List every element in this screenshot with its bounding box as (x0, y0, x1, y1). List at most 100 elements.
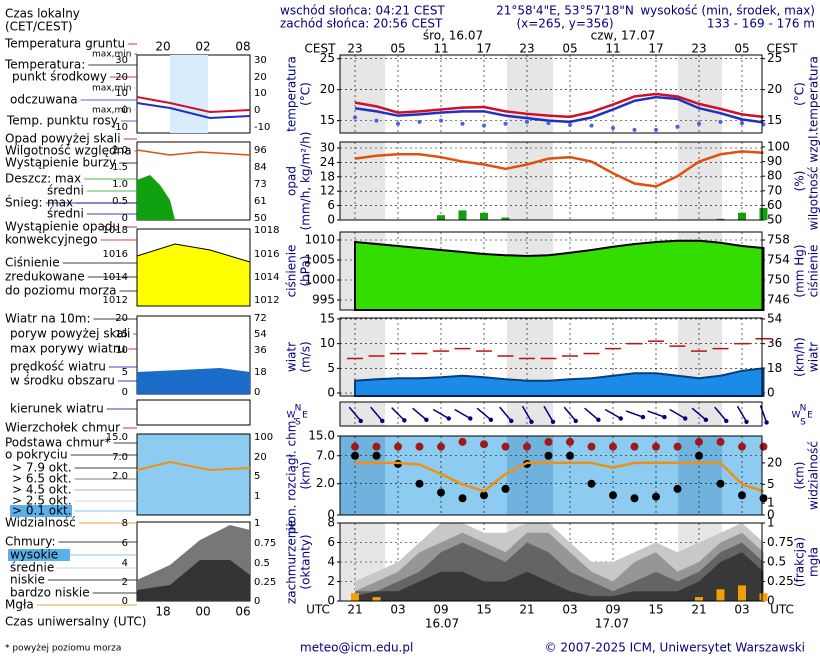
legend-text: Mgła (5, 598, 34, 612)
mini-tick-label: 1016 (103, 249, 128, 260)
series-dot (544, 451, 553, 460)
legend-text: Temperatura: (4, 58, 85, 72)
mini-tick-label: 54 (254, 329, 267, 340)
series-dot (738, 491, 746, 500)
y-axis-label: (km) (299, 461, 313, 489)
series-dot (439, 118, 443, 123)
arrow-head (662, 414, 667, 420)
series-dot (480, 440, 488, 449)
legend-text: Śnieg: (5, 195, 43, 210)
legend-bg (8, 549, 70, 561)
series-dot (740, 121, 744, 126)
mini-tick-label: 10 (115, 88, 128, 99)
wind-arrow (521, 405, 534, 424)
arrow-shaft (604, 408, 622, 420)
arrow-shaft (391, 407, 405, 421)
series-bar (759, 208, 768, 220)
legend-text: max,min (92, 84, 131, 94)
mini-tick-label: 2.0 (112, 471, 128, 482)
top-hour-label: 23 (347, 42, 362, 56)
footer-text: meteo@icm.edu.pl (300, 641, 413, 655)
series-dot (415, 442, 424, 451)
legend-text: Wiatr na 10m: (5, 312, 91, 326)
series-bar (716, 589, 725, 601)
mini-tick-label: 10 (254, 88, 267, 99)
top-hour-label: 05 (390, 42, 405, 56)
y-tick-label: 4 (327, 555, 335, 569)
series-dot (738, 442, 746, 451)
legend-text: Wystąpienie burzy (5, 156, 116, 170)
compass-label: E (302, 411, 308, 421)
legend-text: Deszcz: max (5, 172, 81, 186)
arrow-shaft (543, 405, 554, 423)
compass-label: S (295, 418, 301, 428)
mini-tick-label: 0 (254, 387, 260, 398)
mini-tick-label: 36 (254, 345, 267, 356)
y2-tick-label: 5 (767, 477, 775, 491)
panel-frame (339, 522, 763, 602)
legend-text: Chmury: (5, 535, 55, 549)
legend-text: w środku obszaru (10, 374, 115, 388)
series-dot (566, 437, 574, 446)
mini-tick-label: 15 (115, 329, 128, 340)
panel-frame (339, 54, 763, 134)
compass-label: W (792, 411, 801, 421)
mini-tick-label: 30 (115, 55, 128, 66)
legend-text: średnie (10, 561, 54, 575)
series-dot (460, 121, 465, 126)
y2-tick-label: 54 (767, 311, 782, 325)
series-area (355, 552, 764, 601)
night-band (678, 55, 722, 133)
mini-tick-label: 1012 (103, 295, 128, 306)
top-hour-label: 23 (519, 42, 534, 56)
y2-tick-label: 100 (767, 139, 790, 153)
mini-tick-label: 5 (122, 367, 128, 378)
y2-axis-label: widzialność (807, 441, 820, 510)
legend-text: średni (47, 184, 84, 198)
y-tick-label: 0 (327, 594, 335, 608)
y-tick-label: 15 (320, 311, 335, 325)
series-dot (695, 437, 703, 446)
arrow-head (573, 418, 578, 424)
legend-text: o pokryciu (5, 448, 68, 462)
day-label: czw, 17.07 (591, 29, 656, 43)
footer-text: © 2007-2025 ICM, Uniwersytet Warszawski (545, 641, 805, 655)
mini-line (136, 102, 251, 120)
y2-axis-label: (°C) (793, 82, 807, 106)
arrow-head (683, 416, 688, 421)
series-dot (759, 494, 768, 503)
arrow-shaft (499, 406, 512, 422)
arrow-shaft (454, 408, 471, 420)
legend-text: kierunek wiatru (10, 402, 104, 416)
arrow-shaft (348, 406, 362, 422)
top-hour-label: 17 (476, 42, 491, 56)
mini-tick-label: 18 (254, 367, 267, 378)
arrow-shaft (647, 410, 665, 418)
y2-tick-label: 0 (767, 508, 775, 522)
series-bar (480, 212, 488, 220)
series-bar (695, 597, 703, 601)
legend-text: Ciśnienie (5, 256, 60, 270)
mini-night (170, 55, 208, 133)
y-tick-label: 6 (327, 535, 335, 549)
series-area (354, 239, 765, 311)
series-bar (458, 210, 467, 220)
y2-axis-label: temperatura (807, 56, 820, 132)
series-dot (652, 492, 660, 501)
arrow-shaft (476, 407, 492, 421)
y2-tick-label: 0 (767, 594, 775, 608)
series-line (354, 150, 764, 188)
panel-frame (339, 141, 763, 221)
series-dot (589, 123, 594, 128)
legend-text: bardzo niskie (10, 586, 90, 600)
arrow-head (509, 418, 514, 424)
mini-tick-label: 100 (254, 432, 273, 443)
mini-tick-label: 4 (122, 558, 128, 569)
series-dot (566, 451, 574, 460)
series-line (354, 95, 764, 124)
day-label: śro, 16.07 (423, 29, 483, 43)
y-axis-label: temperatura (285, 56, 299, 132)
mini-tick-label: 0.25 (254, 577, 276, 588)
wind-arrow (714, 406, 729, 424)
day-label: 17.07 (595, 617, 629, 631)
